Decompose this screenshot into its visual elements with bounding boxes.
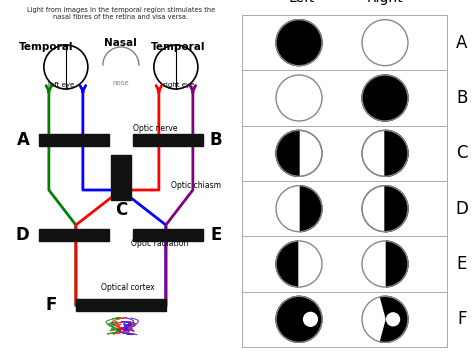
Circle shape <box>387 313 400 326</box>
Wedge shape <box>361 296 385 343</box>
Circle shape <box>276 241 322 287</box>
Wedge shape <box>361 240 385 288</box>
Text: E: E <box>457 255 467 273</box>
Text: C: C <box>456 144 468 162</box>
Bar <box>76 299 166 311</box>
Bar <box>133 229 203 241</box>
Circle shape <box>362 241 408 287</box>
Circle shape <box>276 75 322 121</box>
Text: E: E <box>210 226 221 244</box>
Circle shape <box>362 186 408 232</box>
Wedge shape <box>276 130 299 176</box>
Wedge shape <box>385 130 408 176</box>
Text: F: F <box>457 310 467 328</box>
Text: A: A <box>456 34 468 52</box>
Text: F: F <box>45 296 56 314</box>
Circle shape <box>362 20 408 66</box>
Text: Right: Right <box>367 0 403 5</box>
Wedge shape <box>299 240 323 288</box>
Text: Left: Left <box>289 0 315 5</box>
Circle shape <box>276 296 322 342</box>
Text: left eye: left eye <box>48 82 74 88</box>
Text: Optical cortex: Optical cortex <box>101 283 155 291</box>
Text: Optic nerve: Optic nerve <box>133 124 177 133</box>
Bar <box>111 155 131 200</box>
Text: A: A <box>17 131 29 149</box>
Circle shape <box>276 20 322 66</box>
Text: Light from images in the temporal region stimulates the: Light from images in the temporal region… <box>27 7 215 13</box>
Text: right eye: right eye <box>163 82 194 88</box>
Circle shape <box>276 186 322 232</box>
Text: D: D <box>16 226 30 244</box>
Text: D: D <box>456 200 468 218</box>
Wedge shape <box>385 186 408 232</box>
Circle shape <box>362 130 408 176</box>
Text: B: B <box>210 131 222 149</box>
Text: Optic chiasm: Optic chiasm <box>171 180 221 190</box>
Circle shape <box>304 312 318 326</box>
Text: Nasal: Nasal <box>104 38 137 48</box>
Text: Temporal: Temporal <box>19 42 73 52</box>
Wedge shape <box>275 185 299 233</box>
Text: Temporal: Temporal <box>151 42 205 52</box>
Text: B: B <box>456 89 468 107</box>
Circle shape <box>362 296 408 342</box>
Text: C: C <box>115 201 127 219</box>
Bar <box>39 229 109 241</box>
Bar <box>133 134 203 146</box>
Text: nasal fibres of the retina and visa versa.: nasal fibres of the retina and visa vers… <box>53 14 189 20</box>
Circle shape <box>276 130 322 176</box>
Text: Optic radiation: Optic radiation <box>131 239 188 247</box>
Text: nose: nose <box>112 80 129 86</box>
Circle shape <box>362 75 408 121</box>
Bar <box>39 134 109 146</box>
